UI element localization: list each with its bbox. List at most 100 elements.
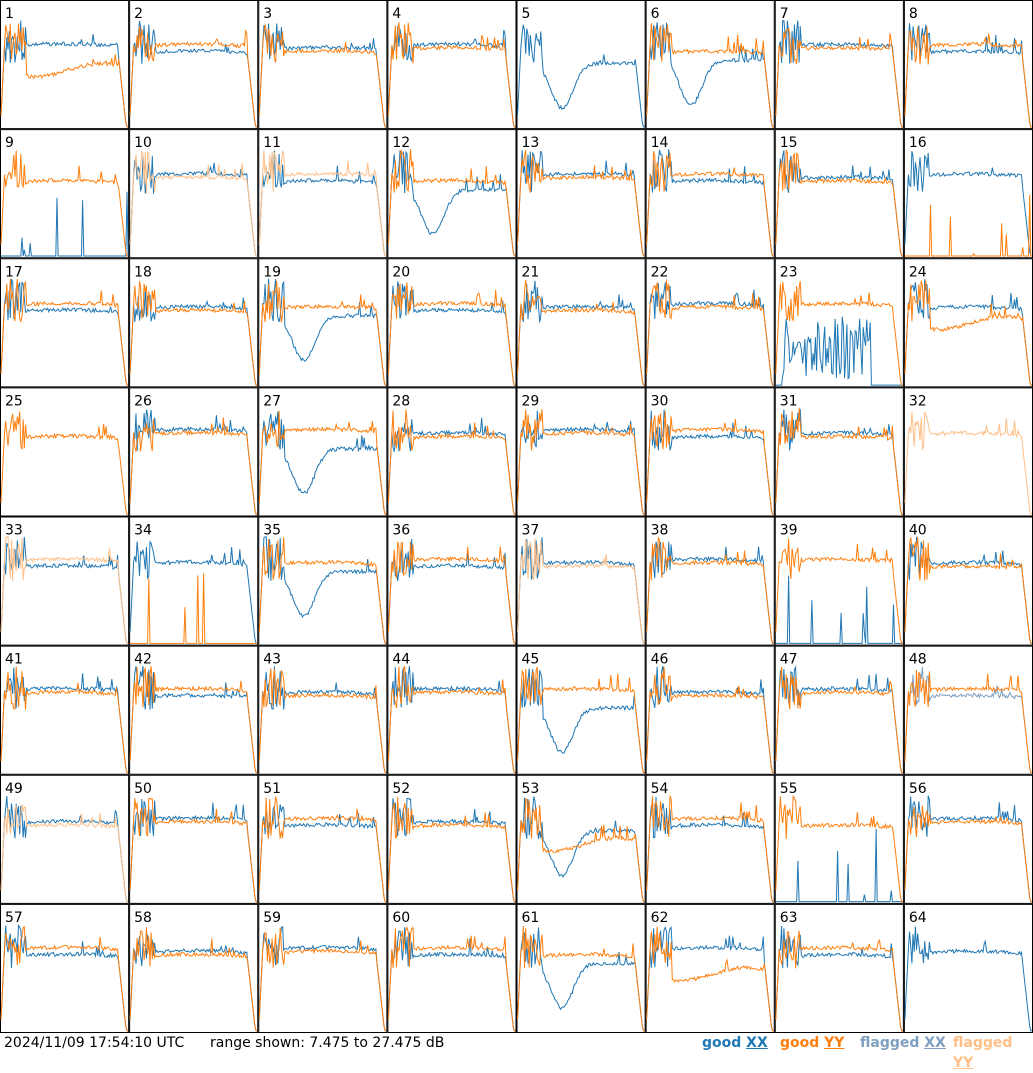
panel-15: 15 [774,129,904,259]
panel-61: 61 [516,903,646,1033]
xx-trace [258,536,387,644]
panel-frame [516,0,646,130]
xx-trace [129,540,258,644]
xx-trace [387,666,516,773]
panel-frame [387,516,517,646]
panel-label: 28 [392,393,410,409]
xx-trace [517,927,645,1032]
panel-frame [258,645,388,775]
xx-trace [129,798,258,903]
panel-label: 58 [134,910,152,926]
panel-38: 38 [645,516,775,646]
panel-label: 32 [909,393,927,409]
xx-trace [517,410,645,515]
panel-28: 28 [387,387,517,517]
panel-59: 59 [258,903,388,1033]
panel-42: 42 [129,645,259,775]
panel-label: 49 [5,781,23,797]
panel-label: 46 [651,652,669,668]
panel-55: 55 [774,774,904,904]
panel-label: 33 [5,523,23,539]
panel-20: 20 [387,258,517,388]
panel-label: 8 [909,6,918,22]
panel-2: 2 [129,0,259,130]
xx-trace [904,23,1032,128]
yy-trace [258,796,387,903]
yy-trace [387,796,516,903]
yy-trace [129,797,258,903]
panel-4: 4 [387,0,517,130]
panel-frame [258,258,388,388]
yy-trace [258,668,387,773]
panel-label: 17 [5,264,23,280]
panel-label: 48 [909,652,927,668]
yy-trace [904,194,1032,257]
panel-frame [387,387,517,517]
panel-frame [258,774,388,904]
panel-57: 57 [0,903,130,1033]
panel-13: 13 [516,129,646,259]
xx-trace [387,281,516,386]
panel-52: 52 [387,774,517,904]
yy-trace [904,669,1032,773]
panel-16: 16 [903,129,1033,259]
panel-62: 62 [645,903,775,1033]
panel-label: 35 [263,523,281,539]
yy-trace [387,541,516,644]
panel-label: 54 [651,781,669,797]
panel-frame [774,387,904,517]
panel-39: 39 [774,516,904,646]
panel-label: 1 [5,6,14,22]
panel-frame [129,903,259,1033]
panel-label: 13 [522,135,540,151]
yy-trace [904,805,1032,903]
yy-trace [646,279,774,386]
yy-trace [646,23,774,128]
xx-trace [517,24,645,128]
xx-trace [646,149,774,257]
xx-trace [129,289,258,386]
panel-22: 22 [645,258,775,388]
panel-frame [645,645,775,775]
panel-frame [0,258,130,388]
yy-trace [775,666,903,773]
xx-trace [0,20,129,128]
panel-frame [645,387,775,517]
xx-trace [0,795,129,903]
panel-44: 44 [387,645,517,775]
yy-trace [0,150,129,257]
yy-trace [258,280,387,386]
xx-trace [387,797,516,903]
panel-35: 35 [258,516,388,646]
yy-trace [646,411,774,515]
yy-trace [0,411,129,515]
panel-label: 55 [780,781,798,797]
panel-41: 41 [0,645,130,775]
panel-label: 45 [522,652,540,668]
yy-trace [517,279,645,386]
xx-trace [775,20,903,128]
panel-label: 38 [651,523,669,539]
panel-25: 25 [0,387,130,517]
yy-trace [904,536,1032,644]
panel-34: 34 [129,516,259,646]
panel-label: 56 [909,781,927,797]
panel-7: 7 [774,0,904,130]
yy-trace [775,930,903,1032]
panel-23: 23 [774,258,904,388]
panel-label: 3 [263,6,272,22]
panel-21: 21 [516,258,646,388]
panel-24: 24 [903,258,1033,388]
panel-11: 11 [258,129,388,259]
xx-trace [775,150,903,257]
yy-trace [258,150,387,257]
panel-frame [903,129,1033,259]
panel-frame [129,129,259,259]
panel-29: 29 [516,387,646,517]
panel-frame [387,903,517,1033]
yy-trace [904,26,1032,128]
panel-frame [774,645,904,775]
panel-frame [387,0,517,130]
panel-label: 63 [780,910,798,926]
panel-label: 30 [651,393,669,409]
